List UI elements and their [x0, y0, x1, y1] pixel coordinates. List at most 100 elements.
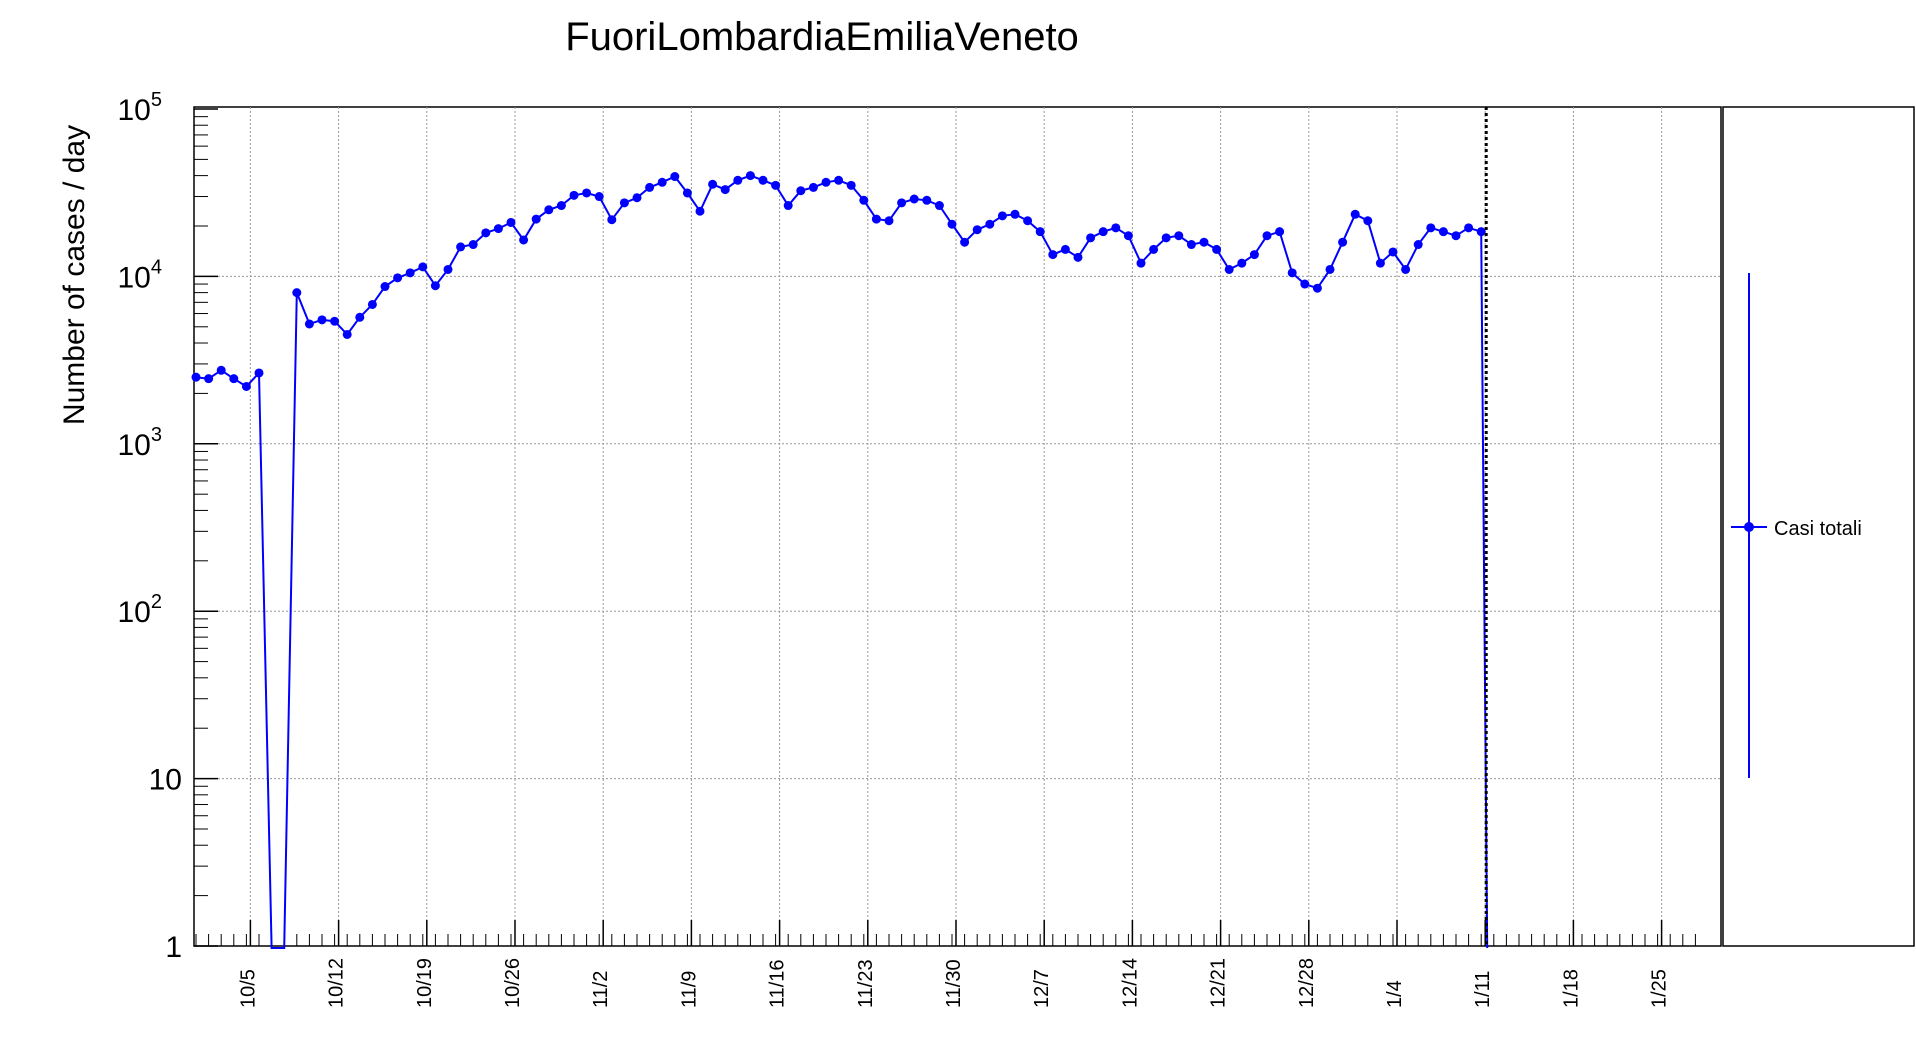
- y-tick-base: 10: [118, 596, 151, 629]
- x-tick-label: 11/30: [943, 959, 965, 1008]
- data-point: [367, 299, 377, 309]
- y-tick-label: 102: [118, 591, 163, 629]
- y-tick-label: 103: [118, 424, 163, 462]
- data-point: [292, 288, 302, 298]
- x-tick-label: 12/7: [1031, 969, 1053, 1008]
- y-tick-exponent: 3: [151, 424, 162, 446]
- data-point: [1186, 240, 1196, 250]
- legend-box: [1722, 106, 1915, 947]
- data-point: [645, 182, 655, 192]
- data-point: [808, 182, 818, 192]
- data-point: [1149, 244, 1159, 254]
- y-tick-label: 104: [118, 256, 163, 294]
- data-point: [380, 282, 390, 292]
- y-tick-label: 1: [165, 931, 182, 964]
- data-point: [922, 195, 932, 205]
- data-point: [960, 237, 970, 247]
- data-point: [1174, 231, 1184, 241]
- data-point: [254, 368, 264, 378]
- data-point: [241, 381, 251, 391]
- data-point: [1438, 227, 1448, 237]
- data-point: [1237, 258, 1247, 268]
- data-point: [670, 172, 680, 182]
- x-tick-label: 1/25: [1649, 969, 1671, 1008]
- data-point: [771, 180, 781, 190]
- data-point: [1325, 264, 1335, 274]
- data-point: [216, 365, 226, 375]
- y-tick-base: 10: [118, 429, 151, 462]
- data-point: [783, 201, 793, 211]
- x-tick-label: 11/2: [590, 971, 612, 1008]
- data-point: [607, 215, 617, 225]
- y-axis-label: Number of cases / day: [58, 125, 91, 425]
- y-tick-base: 1: [165, 931, 182, 964]
- data-point: [708, 179, 718, 189]
- data-point: [1451, 231, 1461, 241]
- data-point: [859, 195, 869, 205]
- data-point: [619, 198, 629, 208]
- data-point: [1224, 264, 1234, 274]
- data-point: [1375, 258, 1385, 268]
- data-point: [1275, 227, 1285, 237]
- data-point: [1464, 223, 1474, 233]
- y-tick-base: 10: [118, 261, 151, 294]
- data-point: [1060, 244, 1070, 254]
- x-tick-label: 12/21: [1208, 958, 1230, 1008]
- data-point: [229, 374, 239, 384]
- data-point: [1048, 250, 1058, 260]
- data-point: [1161, 233, 1171, 243]
- plot-frame: [193, 106, 1722, 947]
- data-point: [1388, 247, 1398, 257]
- x-tick-label: 10/12: [326, 958, 348, 1008]
- data-point: [657, 177, 667, 187]
- data-point: [393, 273, 403, 283]
- data-point: [342, 329, 352, 339]
- y-tick-label: 10: [149, 764, 182, 797]
- y-tick-base: 10: [149, 764, 182, 797]
- x-tick-label: 1/11: [1472, 971, 1494, 1008]
- legend-label: Casi totali: [1774, 518, 1862, 540]
- data-point: [758, 175, 768, 185]
- series-line: [195, 174, 1489, 949]
- x-tick-label: 10/19: [414, 958, 436, 1008]
- x-tick-label: 10/5: [237, 969, 259, 1008]
- data-point: [733, 175, 743, 185]
- data-point: [468, 240, 478, 250]
- data-point: [191, 372, 201, 382]
- data-point: [418, 262, 428, 272]
- data-point: [582, 188, 592, 198]
- y-tick-exponent: 4: [151, 256, 162, 278]
- data-point: [1350, 209, 1360, 219]
- data-point: [317, 315, 327, 325]
- data-point: [1363, 216, 1373, 226]
- x-tick-label: 1/4: [1384, 980, 1406, 1008]
- data-point: [519, 235, 529, 245]
- data-point: [1010, 209, 1020, 219]
- data-point: [909, 194, 919, 204]
- data-point: [204, 374, 214, 384]
- data-point: [695, 206, 705, 216]
- data-point: [481, 228, 491, 238]
- x-tick-label: 10/26: [502, 958, 524, 1008]
- x-tick-label: 11/16: [767, 959, 789, 1008]
- data-point: [1023, 216, 1033, 226]
- data-point: [1338, 237, 1348, 247]
- data-point: [846, 180, 856, 190]
- data-point: [430, 281, 440, 291]
- data-point: [1073, 252, 1083, 262]
- data-point: [304, 319, 314, 329]
- data-point: [745, 171, 755, 181]
- data-point: [1035, 227, 1045, 237]
- data-point: [682, 188, 692, 198]
- data-point: [456, 242, 466, 252]
- data-point: [985, 219, 995, 229]
- data-point: [1312, 283, 1322, 293]
- data-point: [443, 264, 453, 274]
- x-tick-label: 11/23: [855, 959, 877, 1008]
- legend: Casi totali: [1722, 106, 1915, 947]
- chart-title: FuoriLombardiaEmiliaVeneto: [565, 15, 1079, 59]
- y-tick-exponent: 5: [151, 89, 162, 111]
- y-tick-exponent: 2: [151, 591, 162, 613]
- data-point: [1262, 231, 1272, 241]
